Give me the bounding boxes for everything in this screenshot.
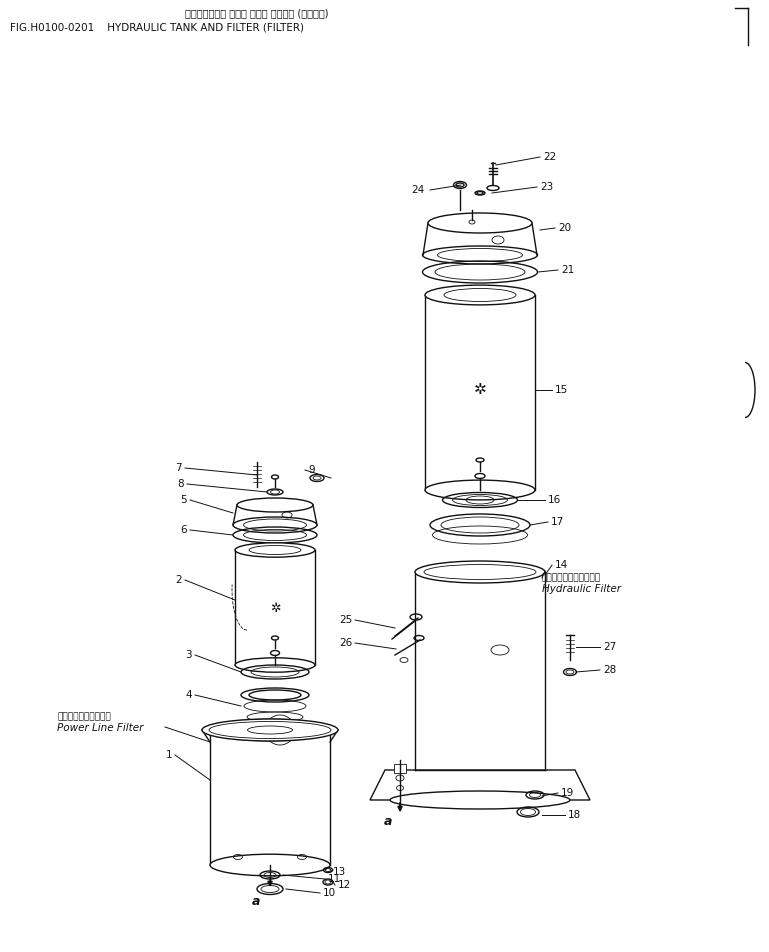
Text: 25: 25 [339,615,352,625]
Text: 12: 12 [338,880,351,890]
Text: 19: 19 [561,788,574,798]
Text: 6: 6 [181,525,187,535]
Text: 22: 22 [543,152,556,162]
Text: 3: 3 [185,650,192,660]
Text: 21: 21 [561,265,574,275]
Ellipse shape [202,719,338,741]
Text: FIG.H0100-0201    HYDRAULIC TANK AND FILTER (FILTER): FIG.H0100-0201 HYDRAULIC TANK AND FILTER… [10,22,304,32]
Text: 16: 16 [548,495,561,505]
Text: 18: 18 [568,810,581,820]
Bar [394,764,406,773]
Text: 14: 14 [555,560,568,570]
Text: 1: 1 [165,750,172,760]
Polygon shape [370,770,590,800]
Ellipse shape [233,517,317,533]
Text: Hydraulic Filter: Hydraulic Filter [542,584,621,594]
Ellipse shape [244,519,307,531]
Ellipse shape [249,545,301,554]
Ellipse shape [424,565,536,580]
Text: a: a [384,815,392,828]
Ellipse shape [444,288,516,302]
Text: 5: 5 [181,495,187,505]
Text: 23: 23 [540,182,553,192]
Text: a: a [251,895,260,908]
Text: 10: 10 [323,888,336,898]
Text: 13: 13 [333,867,346,877]
Text: 20: 20 [558,223,571,233]
Text: 27: 27 [603,642,616,652]
Ellipse shape [237,498,313,512]
Text: 11: 11 [328,874,341,884]
Ellipse shape [235,543,315,557]
Ellipse shape [415,561,545,583]
Text: 8: 8 [178,479,184,489]
Ellipse shape [425,480,535,500]
Text: 9: 9 [308,465,315,475]
Ellipse shape [210,719,330,741]
Text: パワーラインフィルタ: パワーラインフィルタ [57,712,111,721]
Text: 17: 17 [551,517,564,527]
Text: 24: 24 [411,185,425,195]
Ellipse shape [235,658,315,672]
Text: 7: 7 [175,463,182,473]
Ellipse shape [210,854,330,876]
Text: 4: 4 [185,690,192,700]
Text: ハイドロリック タンク および フィルタ (フィルタ): ハイドロリック タンク および フィルタ (フィルタ) [185,8,328,18]
Ellipse shape [219,722,321,738]
Text: Power Line Filter: Power Line Filter [57,723,143,733]
Ellipse shape [390,791,570,809]
Text: 26: 26 [339,638,352,648]
Text: ✲: ✲ [270,602,280,614]
Ellipse shape [428,213,532,233]
Text: 2: 2 [175,575,182,585]
Text: ✲: ✲ [474,383,486,398]
Text: ハイドロリックフィルタ: ハイドロリックフィルタ [542,573,601,582]
Text: 15: 15 [555,385,568,395]
Text: 28: 28 [603,665,616,675]
Ellipse shape [209,722,331,739]
Ellipse shape [425,285,535,305]
